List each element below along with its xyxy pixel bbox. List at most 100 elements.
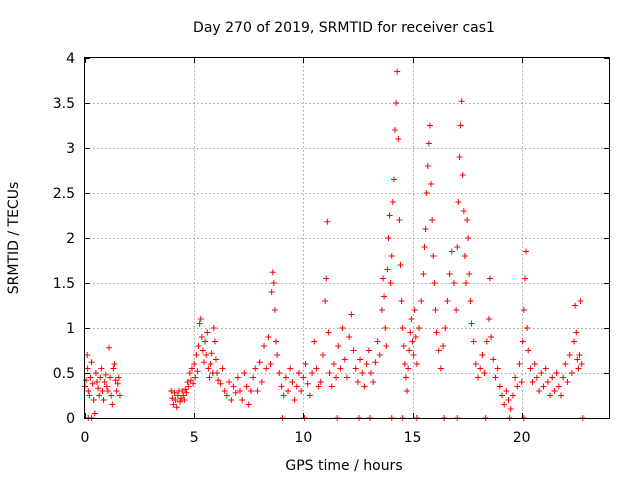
data-point: [211, 338, 218, 345]
data-point: [88, 359, 95, 366]
data-point: [395, 136, 402, 142]
data-point: [518, 379, 525, 385]
data-point: [195, 343, 202, 349]
data-point: [173, 404, 180, 411]
data-point: [424, 163, 431, 169]
data-point: [429, 217, 436, 223]
data-point: [380, 275, 387, 282]
data-point: [547, 392, 554, 399]
data-point: [382, 325, 389, 331]
data-point: [501, 401, 508, 408]
data-point: [326, 370, 333, 376]
data-point: [401, 361, 408, 367]
data-point: [407, 329, 414, 336]
data-point: [562, 361, 569, 367]
data-point: [289, 379, 296, 385]
data-point: [309, 370, 316, 376]
data-point: [551, 388, 558, 394]
data-point: [269, 269, 276, 276]
data-point: [116, 392, 123, 399]
data-point: [465, 235, 472, 241]
data-point: [389, 199, 396, 205]
data-point: [239, 397, 246, 403]
data-point: [568, 370, 575, 376]
data-point: [337, 365, 344, 372]
data-point: [384, 266, 391, 273]
data-point: [466, 271, 473, 277]
data-point: [370, 379, 377, 385]
data-point: [383, 343, 390, 349]
data-point: [213, 356, 219, 363]
data-point: [393, 100, 400, 106]
data-point: [214, 370, 221, 376]
data-point: [406, 347, 413, 354]
data-point: [101, 379, 108, 385]
data-point: [388, 253, 395, 259]
data-point: [574, 356, 581, 363]
data-point: [538, 370, 545, 376]
data-point: [485, 316, 492, 322]
data-point: [410, 352, 417, 358]
data-point: [453, 307, 460, 313]
data-point: [557, 392, 564, 399]
data-point: [392, 127, 399, 133]
data-point: [304, 380, 311, 387]
data-point: [280, 392, 287, 399]
data-point: [263, 365, 270, 372]
data-point: [228, 397, 235, 403]
data-point: [200, 359, 207, 366]
data-point: [576, 352, 583, 358]
data-point: [234, 374, 241, 381]
data-point: [566, 352, 573, 358]
data-point: [205, 365, 212, 372]
data-point: [102, 371, 109, 378]
data-point: [440, 343, 447, 349]
data-point: [390, 176, 397, 183]
data-point: [104, 388, 111, 394]
data-point: [363, 361, 370, 367]
data-point: [577, 298, 584, 304]
data-point: [418, 298, 425, 304]
data-point: [206, 374, 213, 381]
data-point: [507, 406, 514, 412]
data-point: [455, 199, 462, 205]
data-point: [509, 392, 516, 399]
y-tick-label: 3: [66, 141, 75, 157]
data-point: [232, 389, 239, 396]
data-point: [529, 379, 536, 385]
data-point: [374, 338, 381, 345]
data-point: [359, 370, 366, 376]
data-point: [571, 338, 578, 345]
y-tick-label: 2.5: [53, 186, 75, 202]
data-points: [82, 68, 586, 421]
data-point: [282, 374, 289, 381]
data-point: [457, 122, 464, 129]
data-point: [578, 361, 585, 367]
data-point: [549, 374, 556, 381]
y-tick-label: 0.5: [53, 366, 75, 382]
data-point: [258, 379, 265, 385]
data-point: [437, 365, 444, 372]
data-point: [381, 293, 388, 300]
data-point: [416, 325, 423, 331]
data-point: [477, 365, 484, 372]
data-point: [191, 361, 198, 367]
data-point: [91, 410, 98, 417]
data-point: [400, 343, 407, 349]
data-point: [110, 365, 117, 372]
data-point: [413, 361, 420, 367]
data-point: [271, 307, 278, 313]
data-point: [492, 374, 499, 381]
data-point: [306, 392, 313, 399]
data-point: [396, 217, 403, 223]
data-point: [90, 397, 97, 403]
data-point: [386, 212, 393, 219]
data-point: [168, 388, 175, 394]
data-point: [87, 374, 94, 381]
data-point: [454, 244, 461, 250]
data-point: [311, 338, 318, 345]
data-point: [208, 350, 215, 357]
axis-ticks: [85, 58, 609, 419]
data-point: [86, 392, 93, 399]
data-point: [170, 401, 177, 408]
